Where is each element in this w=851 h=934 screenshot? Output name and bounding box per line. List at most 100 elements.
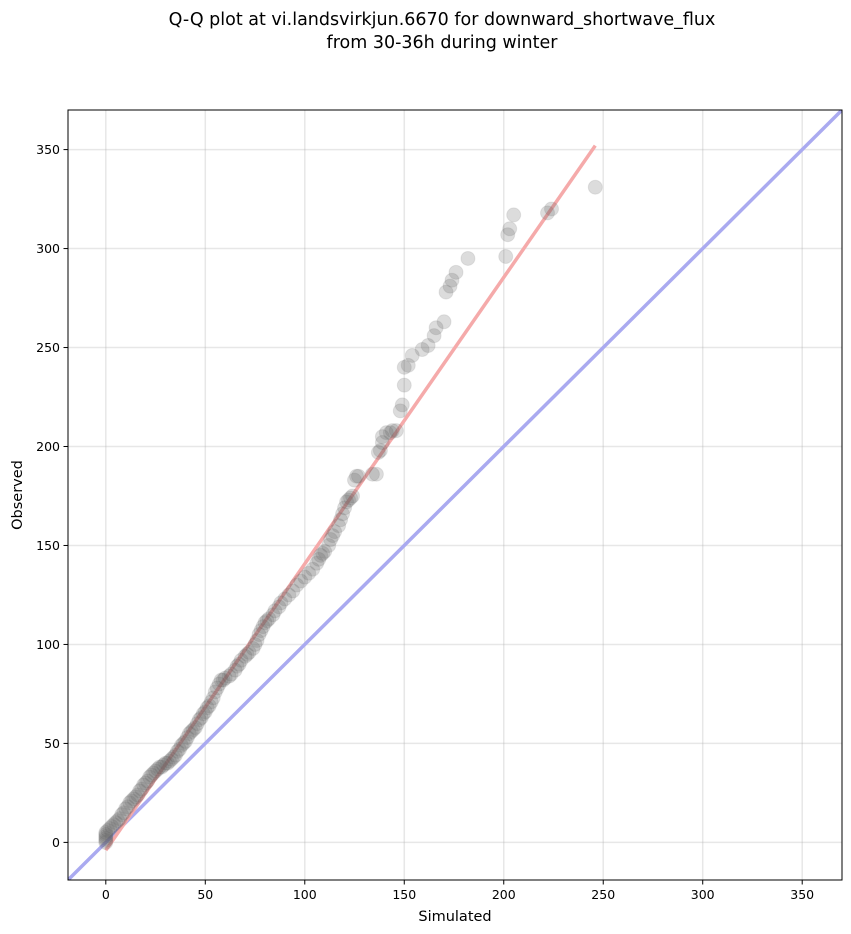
data-point — [265, 607, 281, 623]
data-point — [179, 729, 195, 745]
data-point — [587, 179, 603, 195]
data-point — [233, 652, 249, 668]
data-point — [333, 512, 349, 528]
data-point — [267, 603, 283, 619]
data-point — [257, 615, 273, 631]
data-point — [321, 537, 337, 553]
data-point — [195, 706, 211, 722]
data-point — [169, 743, 185, 759]
data-point — [138, 775, 154, 791]
data-point — [205, 690, 221, 706]
data-point — [438, 284, 454, 300]
data-point — [126, 791, 142, 807]
data-point — [498, 248, 514, 264]
x-axis-label: Simulated — [418, 909, 491, 925]
data-point — [100, 823, 116, 839]
data-point — [102, 821, 118, 837]
data-point — [211, 676, 227, 692]
data-point — [428, 320, 444, 336]
data-point — [177, 733, 193, 749]
data-point — [343, 490, 359, 506]
data-point — [315, 545, 331, 561]
y-tick-label: 50 — [44, 736, 60, 751]
data-point — [309, 555, 325, 571]
data-point — [148, 763, 164, 779]
identity-line — [68, 110, 842, 880]
chart-title-line2: from 30-36h during winter — [327, 33, 559, 53]
data-point — [154, 759, 170, 775]
data-point — [368, 466, 384, 482]
data-point — [132, 783, 148, 799]
data-point — [540, 205, 556, 221]
data-point — [197, 704, 213, 720]
data-point — [247, 636, 263, 652]
data-point — [217, 670, 233, 686]
data-point — [301, 565, 317, 581]
data-point — [392, 403, 408, 419]
data-point — [341, 492, 357, 508]
data-point — [231, 656, 247, 672]
x-tick-label: 200 — [492, 887, 516, 902]
data-point — [201, 698, 217, 714]
data-point — [293, 573, 309, 589]
data-point — [500, 227, 516, 243]
data-point — [370, 444, 386, 460]
data-point — [237, 648, 253, 664]
data-point — [118, 801, 134, 817]
y-tick-label: 150 — [36, 538, 60, 553]
data-point — [165, 749, 181, 765]
data-point — [289, 577, 305, 593]
x-tick-label: 150 — [392, 887, 416, 902]
plot-frame — [67, 109, 843, 881]
data-point — [207, 684, 223, 700]
data-point — [339, 494, 355, 510]
data-point — [384, 423, 400, 439]
data-point — [144, 767, 160, 783]
data-point — [273, 595, 289, 611]
data-point — [156, 757, 172, 773]
data-point — [325, 528, 341, 544]
data-point — [337, 500, 353, 516]
y-tick-label: 300 — [36, 241, 60, 256]
data-point — [251, 627, 267, 643]
data-point — [404, 347, 420, 363]
x-tick-label: 50 — [197, 887, 213, 902]
data-point — [261, 611, 277, 627]
x-tick-label: 300 — [691, 887, 715, 902]
data-point — [193, 710, 209, 726]
data-point — [444, 272, 460, 288]
data-point — [114, 807, 130, 823]
data-point — [98, 830, 114, 846]
data-point — [150, 761, 166, 777]
data-point — [311, 551, 327, 567]
data-point — [134, 781, 150, 797]
data-point — [241, 644, 257, 660]
y-tick-label: 350 — [36, 142, 60, 157]
fit-line — [104, 144, 597, 852]
x-tick-label: 100 — [293, 887, 317, 902]
data-point — [448, 264, 464, 280]
data-point — [400, 357, 416, 373]
data-point — [245, 640, 261, 656]
data-point — [327, 524, 343, 540]
data-point — [152, 759, 168, 775]
x-tick-label: 350 — [790, 887, 814, 902]
data-point — [110, 813, 126, 829]
data-point — [120, 799, 136, 815]
data-point — [544, 201, 560, 217]
data-point — [374, 435, 390, 451]
data-point — [396, 359, 412, 375]
data-point — [436, 314, 452, 330]
data-point — [255, 619, 271, 635]
data-point — [271, 599, 287, 615]
x-tick-label: 0 — [102, 887, 110, 902]
y-axis-ticks: 0 50 100 150 200 250 300 350 — [36, 142, 68, 850]
data-point — [98, 832, 114, 848]
data-point — [249, 632, 265, 648]
data-point — [124, 793, 140, 809]
data-point — [305, 561, 321, 577]
data-point — [323, 532, 339, 548]
data-point — [442, 278, 458, 294]
data-point — [167, 747, 183, 763]
data-point — [506, 207, 522, 223]
